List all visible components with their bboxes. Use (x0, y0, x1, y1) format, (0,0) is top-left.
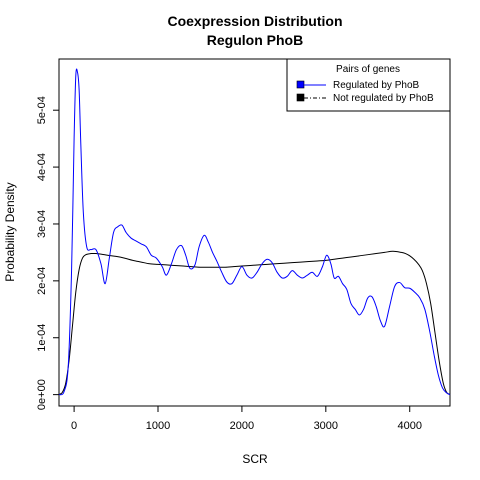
chart-title-line1: Coexpression Distribution (167, 13, 342, 29)
y-tick-label: 0e+00 (36, 379, 48, 410)
x-tick-label: 3000 (314, 420, 338, 432)
x-tick-label: 2000 (230, 420, 254, 432)
legend-swatch-regulated (296, 80, 305, 89)
legend-label-regulated: Regulated by PhoB (333, 80, 420, 91)
legend-title: Pairs of genes (336, 64, 400, 75)
y-axis: 0e+00 1e-04 2e-04 3e-04 4e-04 5e-04 (36, 96, 59, 410)
x-tick-label: 1000 (146, 420, 170, 432)
chart-title-line2: Regulon PhoB (207, 32, 303, 48)
series-layer (58, 68, 451, 396)
series-not-regulated-line (58, 250, 451, 396)
y-tick-label: 2e-04 (36, 267, 48, 295)
legend: Pairs of genes Regulated by PhoB Not reg… (286, 58, 451, 112)
x-axis-label: SCR (242, 452, 268, 466)
y-tick-label: 4e-04 (36, 153, 48, 181)
legend-swatch-not-regulated (296, 93, 305, 102)
y-tick-label: 3e-04 (36, 210, 48, 238)
plot-frame (58, 58, 451, 407)
y-tick-label: 5e-04 (36, 96, 48, 124)
x-tick-label: 0 (71, 420, 77, 432)
legend-label-not-regulated: Not regulated by PhoB (333, 93, 434, 104)
x-tick-label: 4000 (397, 420, 421, 432)
series-regulated-line (58, 68, 451, 396)
y-tick-label: 1e-04 (36, 324, 48, 352)
x-axis: 0 1000 2000 3000 4000 (71, 406, 422, 432)
y-axis-label: Probability Density (3, 182, 17, 281)
